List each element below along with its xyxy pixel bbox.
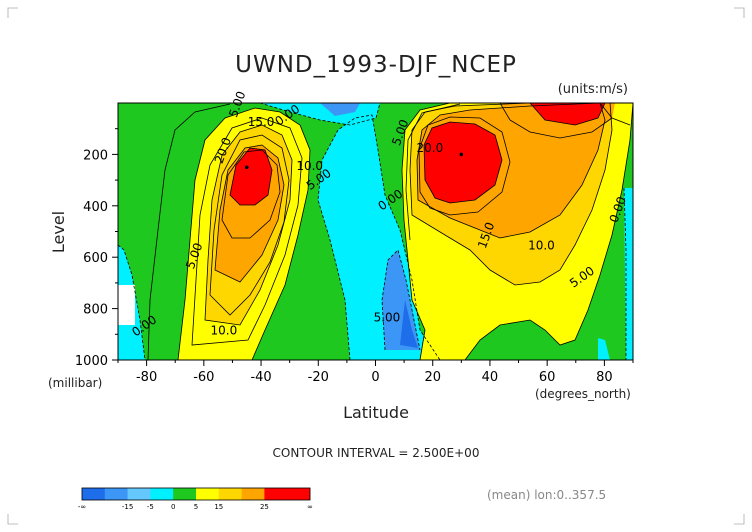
nh-band-upper-orange xyxy=(500,103,615,138)
x-unit-label: (degrees_north) xyxy=(535,387,631,401)
corner-mark-tl xyxy=(7,7,18,18)
x-tick-label: 80 xyxy=(596,370,613,385)
corner-mark-tr xyxy=(734,7,745,18)
x-axis: -80 -60 -40 -20 0 20 40 60 80 xyxy=(117,360,634,385)
colorbar-swatch xyxy=(218,488,242,500)
x-tick-label: -80 xyxy=(136,370,157,385)
colorbar-frame xyxy=(81,487,311,501)
colorbar-swatch xyxy=(150,488,174,500)
field-band-neg-topblue xyxy=(320,103,360,116)
jet-max-markers xyxy=(244,152,464,170)
contour-label: 5.00 xyxy=(374,310,401,324)
x-tick-label: 60 xyxy=(539,370,556,385)
colorbar-swatch xyxy=(264,488,288,500)
contour-label: 10.0 xyxy=(211,323,238,337)
nh-band-upper-red xyxy=(530,103,605,125)
colorbar-swatch xyxy=(173,488,197,500)
contour-lines xyxy=(118,103,633,360)
colorbar-swatch xyxy=(127,488,151,500)
footer-text: (mean) lon:0..357.5 xyxy=(487,488,606,502)
x-tick-label: -60 xyxy=(193,370,214,385)
colorbar xyxy=(81,487,311,501)
field-band-neg-blue-bar xyxy=(400,300,418,348)
colorbar-label: 15 xyxy=(214,503,223,511)
field-band-neg-bottom xyxy=(598,338,610,360)
colorbar-swatch xyxy=(82,488,106,500)
colorbar-label: 5 xyxy=(194,503,198,511)
sh-jet-max-marker xyxy=(244,165,249,170)
field-band-neg-sp-white xyxy=(118,285,135,325)
filled-contours xyxy=(118,103,633,360)
x-tick-label: 0 xyxy=(371,370,379,385)
y-tick-label: 200 xyxy=(83,148,108,163)
corner-mark-bl xyxy=(7,514,18,525)
colorbar-label: ∞ xyxy=(307,503,313,511)
nh-band-20-25 xyxy=(424,122,502,203)
chart-title: UWND_1993-DJF_NCEP xyxy=(235,52,517,78)
contour-label: 10.0 xyxy=(528,238,555,252)
x-tick-label: 20 xyxy=(424,370,441,385)
nh-jet-max-marker xyxy=(459,152,464,157)
contour-label: 15.0 xyxy=(248,115,275,129)
y-unit-label: (millibar) xyxy=(48,376,102,390)
y-tick-label: 800 xyxy=(83,303,108,318)
y-axis-label: Level xyxy=(49,211,68,253)
contour-label: 20.0 xyxy=(417,141,444,155)
colorbar-label: 25 xyxy=(260,503,269,511)
colorbar-swatch xyxy=(287,488,311,500)
x-tick-label: -40 xyxy=(250,370,271,385)
colorbar-swatch xyxy=(241,488,265,500)
corner-mark-br xyxy=(734,514,745,525)
sh-band-20-25 xyxy=(230,148,272,205)
x-tick-label: -20 xyxy=(308,370,329,385)
y-tick-label: 1000 xyxy=(75,354,108,369)
colorbar-label: 0 xyxy=(171,503,175,511)
colorbar-swatch xyxy=(196,488,220,500)
colorbar-label: -∞ xyxy=(78,503,86,511)
colorbar-label: -15 xyxy=(122,503,133,511)
y-tick-label: 600 xyxy=(83,251,108,266)
y-axis: 200 400 600 800 1000 xyxy=(75,128,118,369)
contour-label: 10.0 xyxy=(296,159,323,173)
colorbar-label: -5 xyxy=(147,503,154,511)
x-tick-label: 40 xyxy=(482,370,499,385)
colorbar-swatch xyxy=(104,488,128,500)
colorbar-labels: -∞ -15 -5 0 5 15 25 ∞ xyxy=(78,503,313,511)
contour-interval-text: CONTOUR INTERVAL = 2.500E+00 xyxy=(273,446,480,460)
units-label: (units:m/s) xyxy=(558,82,628,97)
y-tick-label: 400 xyxy=(83,200,108,215)
x-axis-label: Latitude xyxy=(343,403,409,422)
field-band-neg-np xyxy=(624,188,633,360)
